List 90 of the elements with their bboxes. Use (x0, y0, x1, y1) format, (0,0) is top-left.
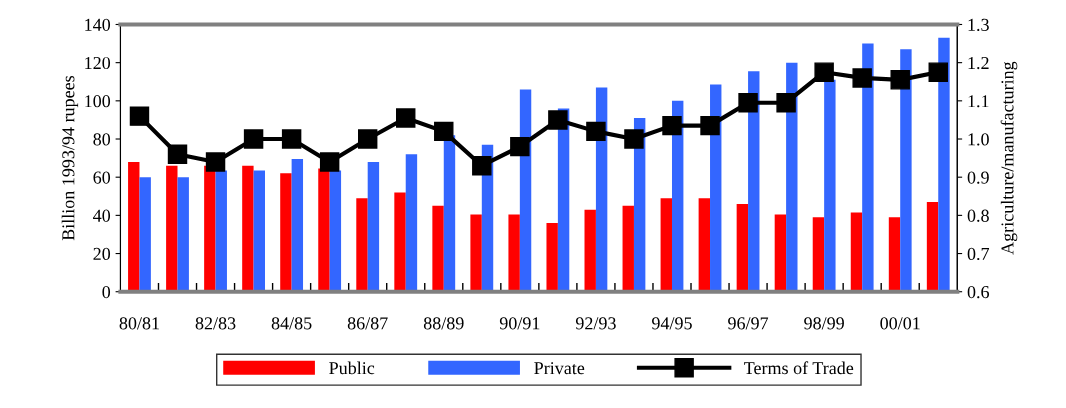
bar (824, 79, 836, 292)
y-axis-title: Billion 1993/94 rupees (61, 76, 79, 241)
x-tick-label: 90/91 (499, 317, 540, 330)
point (738, 93, 758, 113)
bar (774, 214, 787, 292)
y-tick-label: 60 (93, 171, 111, 184)
bar (862, 43, 874, 292)
bar (584, 209, 596, 292)
bar (443, 135, 456, 292)
point (852, 68, 872, 88)
bar (698, 198, 711, 292)
bar (926, 202, 939, 292)
bar (900, 49, 912, 292)
bar (329, 170, 342, 292)
x-tick-label: 80/81 (119, 317, 159, 330)
point (434, 121, 454, 142)
bar (888, 217, 901, 292)
y-tick-label: 140 (85, 18, 111, 31)
bar (470, 214, 482, 292)
point (890, 70, 910, 90)
y2-tick-label: 1.3 (968, 18, 989, 31)
point (167, 144, 188, 165)
point (928, 62, 948, 82)
y2-tick-label: 1.0 (968, 133, 989, 146)
legend-label: Public (329, 361, 375, 375)
x-tick-label: 88/89 (423, 317, 464, 330)
bar (622, 205, 634, 292)
x-tick-label: 96/97 (728, 317, 769, 330)
bar (367, 161, 380, 292)
y-tick-label: 120 (85, 56, 111, 70)
point (129, 106, 150, 126)
y2-tick-label: 1.2 (968, 56, 989, 70)
bar (242, 165, 254, 292)
point (243, 129, 264, 149)
bar (405, 154, 418, 292)
y-tick-label: 20 (93, 247, 111, 260)
bar (139, 177, 151, 292)
bar (786, 62, 798, 292)
x-tick-label: 92/93 (575, 317, 616, 330)
bar (432, 205, 444, 292)
bar (215, 170, 227, 292)
y2-tick-label: 0.7 (967, 247, 990, 261)
y2-tick-label: 0.8 (967, 209, 989, 222)
y2-tick-label: 0.6 (967, 285, 990, 299)
bar (128, 161, 140, 292)
y-tick-label: 100 (85, 95, 111, 108)
point (548, 110, 568, 130)
x-tick-label: 94/95 (652, 317, 692, 330)
y-tick-label: 40 (93, 209, 111, 222)
bar (204, 165, 216, 292)
x-tick-label: 82/83 (195, 317, 236, 330)
bar (394, 192, 406, 292)
bar (318, 168, 330, 292)
bar (177, 177, 189, 292)
bar (253, 170, 265, 292)
point (357, 129, 378, 149)
point (662, 115, 682, 136)
bar (356, 198, 368, 292)
y2-tick-label: 0.9 (967, 171, 989, 184)
point (396, 108, 416, 128)
legend-label: Terms of Trade (744, 361, 854, 375)
bar (546, 223, 558, 292)
bar (660, 198, 672, 292)
bar (938, 37, 950, 292)
point (281, 129, 302, 149)
point (624, 129, 644, 149)
bar (812, 217, 825, 292)
point (205, 152, 226, 172)
y-tick-label: 0 (102, 285, 111, 299)
bar (736, 203, 749, 292)
point (510, 136, 530, 157)
point (700, 115, 720, 136)
x-tick-label: 98/99 (804, 317, 844, 330)
bar (280, 173, 292, 292)
point (814, 62, 834, 82)
y2-axis-title: Agriculture/manufacturing (1000, 61, 1018, 255)
bar (291, 159, 304, 292)
point (472, 156, 492, 176)
y2-tick-label: 1.1 (968, 95, 989, 108)
legend-label: Private (534, 362, 585, 375)
point (776, 93, 796, 113)
x-tick-label: 00/01 (880, 317, 920, 330)
point (319, 152, 340, 172)
bar (850, 212, 863, 292)
point (586, 121, 606, 142)
bar (508, 214, 520, 292)
bar (166, 165, 178, 292)
x-tick-label: 86/87 (347, 317, 388, 330)
y-tick-label: 80 (93, 133, 111, 146)
x-tick-label: 84/85 (271, 317, 312, 330)
